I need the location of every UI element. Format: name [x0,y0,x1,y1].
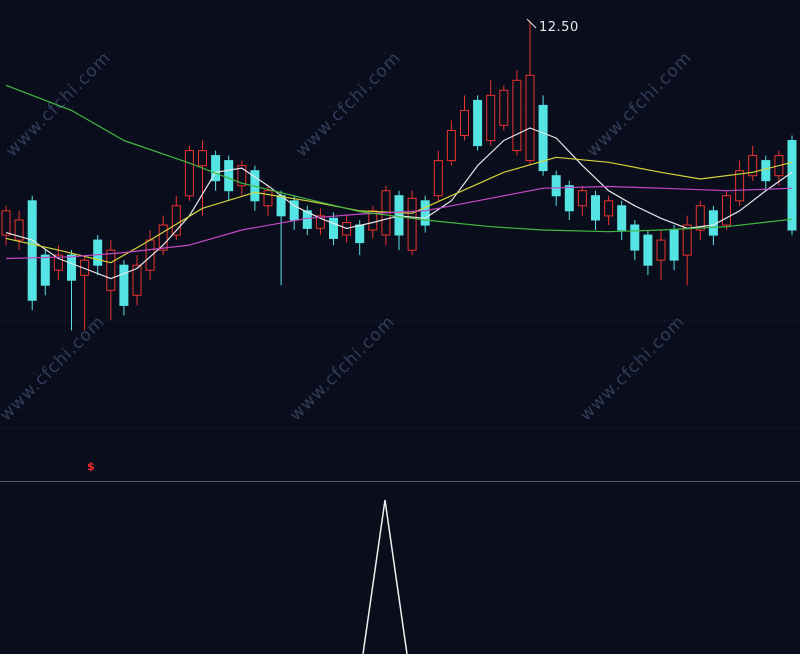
candle-body[interactable] [106,249,116,291]
candle-body[interactable] [93,239,103,266]
candle-body[interactable] [591,195,600,221]
candle-body[interactable] [473,99,483,147]
candle-body[interactable] [263,190,273,207]
candle-body[interactable] [276,195,286,217]
candle-body[interactable] [198,150,207,167]
candle-body[interactable] [446,130,456,162]
candle-body[interactable] [119,264,129,306]
annotation-pointer [526,18,537,29]
candle-body[interactable] [407,197,417,251]
candle-body[interactable] [67,254,76,281]
candle-body[interactable] [14,219,24,241]
candle-body[interactable] [748,155,758,177]
candle-body[interactable] [171,205,181,236]
watermark-text: www.cfchi.com [0,312,109,425]
candle-body[interactable] [656,239,666,261]
candle-body[interactable] [460,109,469,137]
candle-body[interactable] [617,205,627,231]
ma-line-green [5,84,793,233]
candle-body[interactable] [289,200,299,221]
candle-body[interactable] [695,205,705,231]
candle-body[interactable] [211,155,221,182]
candle-body[interactable] [604,200,614,217]
candle-body[interactable] [538,104,548,172]
candle-body[interactable] [40,254,50,286]
candle-body[interactable] [1,210,11,236]
price-annotation-label: 12.50 [539,20,579,35]
candle-body[interactable] [761,160,771,182]
candle-body[interactable] [722,195,731,226]
candle-body[interactable] [551,175,561,197]
ma-line-yellow [5,156,793,264]
candle-body[interactable] [735,170,745,202]
candle-body[interactable] [420,200,430,226]
indicator-spike [362,499,408,654]
candle-body[interactable] [669,229,679,261]
watermark-text: www.cfchi.com [2,48,115,161]
candle-body[interactable] [643,234,653,266]
watermark-text: www.cfchi.com [576,312,689,425]
candle-body[interactable] [53,254,63,271]
candle-body[interactable] [184,150,194,197]
watermark-text: www.cfchi.com [286,312,399,425]
candle-body[interactable] [329,217,338,239]
candle-body[interactable] [368,210,378,231]
ma-line-magenta [5,185,793,260]
ma-line-white [5,127,793,280]
candle-body[interactable] [682,224,692,256]
candle-body[interactable] [80,259,90,276]
candle-body[interactable] [499,89,509,126]
candle-body[interactable] [355,224,365,244]
candle-body[interactable] [512,79,522,152]
candle-body[interactable] [433,160,443,197]
watermark-text: www.cfchi.com [583,48,696,161]
candle-body[interactable] [145,239,155,271]
candle-body[interactable] [158,224,168,251]
candle-body[interactable] [224,160,234,192]
candle-body[interactable] [315,215,325,229]
watermark-text: www.cfchi.com [292,48,405,161]
candle-body[interactable] [577,190,587,207]
candle-body[interactable] [27,200,37,301]
candle-body[interactable] [132,264,142,296]
candle-body[interactable] [787,140,797,231]
candle-body[interactable] [237,165,247,187]
signal-marker: $ [87,460,95,473]
candle-body[interactable] [630,224,640,251]
candle-body[interactable] [525,74,535,162]
candle-body[interactable] [564,185,574,212]
candle-body[interactable] [486,94,496,142]
